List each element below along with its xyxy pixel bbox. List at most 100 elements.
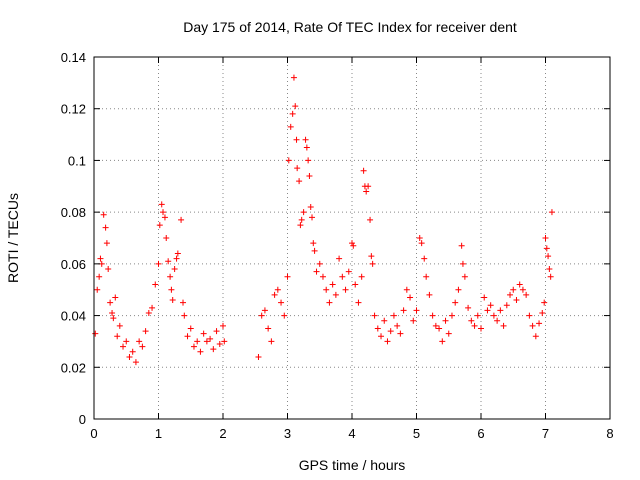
data-point [284, 273, 291, 280]
data-point [413, 307, 420, 314]
data-point [278, 299, 285, 306]
data-point [332, 291, 339, 298]
data-point [294, 165, 301, 172]
data-point [287, 123, 294, 130]
data-point [543, 245, 550, 252]
data-point [400, 307, 407, 314]
data-point [367, 216, 374, 223]
y-axis-label: ROTI / TECUs [5, 193, 21, 283]
data-point [292, 103, 299, 110]
data-points [92, 74, 555, 366]
chart-title: Day 175 of 2014, Rate Of TEC Index for r… [183, 19, 517, 35]
data-point [526, 312, 533, 319]
data-point [442, 317, 449, 324]
data-point [169, 297, 176, 304]
data-point [545, 253, 552, 260]
data-point [213, 328, 220, 335]
y-tick-label: 0.14 [61, 50, 86, 65]
data-point [100, 211, 107, 218]
data-point [139, 343, 146, 350]
data-point [116, 322, 123, 329]
data-point [112, 294, 119, 301]
data-point [274, 286, 281, 293]
data-point [178, 216, 185, 223]
data-point [478, 325, 484, 332]
data-point [173, 255, 180, 262]
data-point [523, 291, 530, 298]
data-point [500, 322, 507, 329]
data-point [513, 297, 520, 304]
data-point [363, 188, 370, 195]
y-tick-label: 0.08 [61, 205, 86, 220]
data-point [156, 222, 163, 229]
x-tick-label: 8 [606, 426, 613, 441]
grid-lines [94, 57, 610, 419]
data-point [459, 260, 466, 267]
data-point [329, 281, 336, 288]
axis-ticks: 0 1 2 3 4 5 6 7 8 0 0.02 0.04 0.06 0.08 0.1 0.12 0.14 [61, 50, 614, 441]
data-point [311, 247, 318, 254]
data-point [465, 304, 472, 311]
data-point [355, 299, 362, 306]
data-point [110, 315, 117, 322]
data-point [426, 291, 433, 298]
data-point [342, 286, 349, 293]
data-point [445, 330, 452, 337]
data-point [296, 178, 303, 185]
data-point [319, 273, 326, 280]
data-point [369, 260, 376, 267]
data-point [461, 273, 468, 280]
data-point [165, 258, 172, 265]
data-point [180, 299, 187, 306]
data-point [285, 157, 292, 164]
data-point [92, 330, 99, 337]
data-point [421, 255, 428, 262]
data-point [114, 333, 121, 340]
data-point [394, 322, 401, 329]
data-point [378, 333, 385, 340]
data-point [471, 322, 478, 329]
data-point [374, 325, 381, 332]
data-point [390, 312, 397, 319]
data-point [289, 110, 296, 117]
data-point [255, 353, 262, 360]
data-point [371, 312, 378, 319]
data-point [161, 214, 168, 221]
data-point [349, 240, 355, 247]
data-point [381, 317, 388, 324]
data-point [423, 273, 430, 280]
data-point [168, 286, 175, 293]
data-point [297, 222, 304, 229]
data-point [316, 260, 323, 267]
data-point [503, 302, 510, 309]
data-point [109, 309, 116, 316]
data-point [271, 291, 278, 298]
data-point [298, 216, 305, 223]
data-point [281, 312, 288, 319]
data-point [352, 281, 359, 288]
x-axis-label: GPS time / hours [299, 457, 406, 473]
data-point [102, 224, 109, 231]
data-point [313, 268, 320, 275]
data-point [307, 203, 314, 210]
data-point [539, 309, 546, 316]
data-point [136, 338, 143, 345]
data-point [184, 333, 191, 340]
data-point [210, 346, 217, 353]
data-point [487, 302, 494, 309]
data-point [484, 307, 491, 314]
data-point [336, 255, 343, 262]
data-point [490, 312, 497, 319]
data-point [181, 312, 188, 319]
data-point [107, 299, 114, 306]
data-point [546, 266, 553, 273]
data-point [365, 183, 372, 190]
data-point [290, 74, 297, 81]
data-point [155, 260, 162, 267]
data-point [358, 273, 365, 280]
data-point [439, 338, 446, 345]
data-point [120, 343, 127, 350]
data-point [416, 235, 423, 241]
data-point [220, 322, 226, 329]
